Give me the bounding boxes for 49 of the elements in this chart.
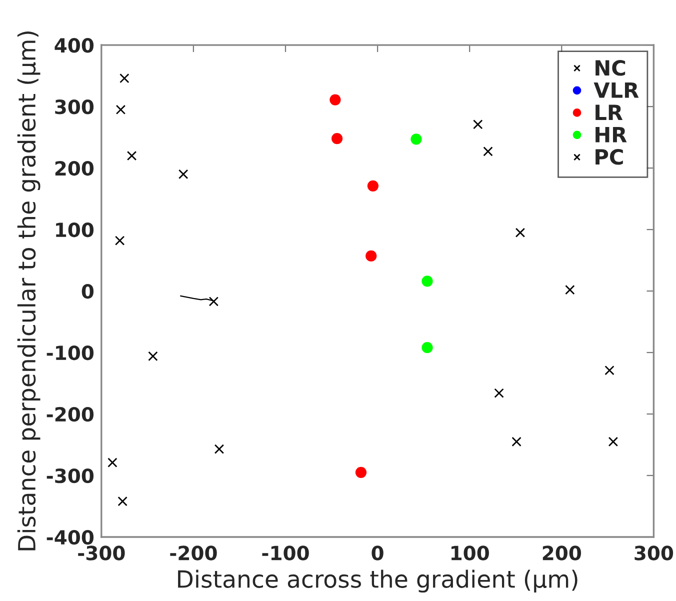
y-tick-label: -200 xyxy=(46,406,94,422)
legend-label: PC xyxy=(596,149,623,165)
x-tick-label: 300 xyxy=(634,546,674,560)
point xyxy=(608,436,618,447)
y-axis-title: Distance perpendicular to the gradient (µm) xyxy=(17,32,40,550)
x-tick-label: -300 xyxy=(78,546,125,560)
y-tick-label: -400 xyxy=(46,530,94,545)
point xyxy=(366,250,377,262)
point xyxy=(515,228,526,238)
point xyxy=(367,180,378,192)
point xyxy=(120,73,130,84)
point xyxy=(116,104,126,114)
point xyxy=(330,94,341,106)
y-tick-label: -100 xyxy=(46,345,94,360)
point xyxy=(494,388,504,398)
point xyxy=(114,236,125,246)
y-tick-label: 400 xyxy=(54,38,94,53)
point xyxy=(331,132,343,144)
legend-label: LR xyxy=(596,104,623,120)
point xyxy=(604,365,614,376)
y-tick-label: 200 xyxy=(55,161,94,176)
y-tick-label: 0 xyxy=(82,284,94,299)
point xyxy=(422,276,433,287)
point xyxy=(126,150,137,161)
point xyxy=(565,284,575,295)
point xyxy=(178,169,188,180)
point xyxy=(473,120,483,130)
point xyxy=(214,444,224,454)
x-tick-label: -200 xyxy=(170,546,217,560)
x-tick-label: 0 xyxy=(372,546,384,560)
point xyxy=(148,351,158,362)
point xyxy=(208,296,219,306)
legend-label: HR xyxy=(596,127,627,142)
y-tick-label: -300 xyxy=(46,468,94,484)
point xyxy=(410,134,422,145)
y-tick-label: 300 xyxy=(55,100,94,114)
x-tick-label: -100 xyxy=(262,546,309,560)
x-tick-label: 200 xyxy=(542,546,582,560)
x-tick-label: 100 xyxy=(451,546,489,560)
point xyxy=(118,496,128,506)
point xyxy=(355,466,367,478)
point xyxy=(422,342,433,354)
y-tick-label: 100 xyxy=(56,222,94,238)
x-axis-title: Distance across the gradient (µm) xyxy=(178,570,578,593)
legend-label: VLR xyxy=(594,82,639,98)
point xyxy=(483,146,493,156)
point xyxy=(108,458,118,468)
point xyxy=(512,436,522,447)
legend-label: NC xyxy=(596,60,626,76)
